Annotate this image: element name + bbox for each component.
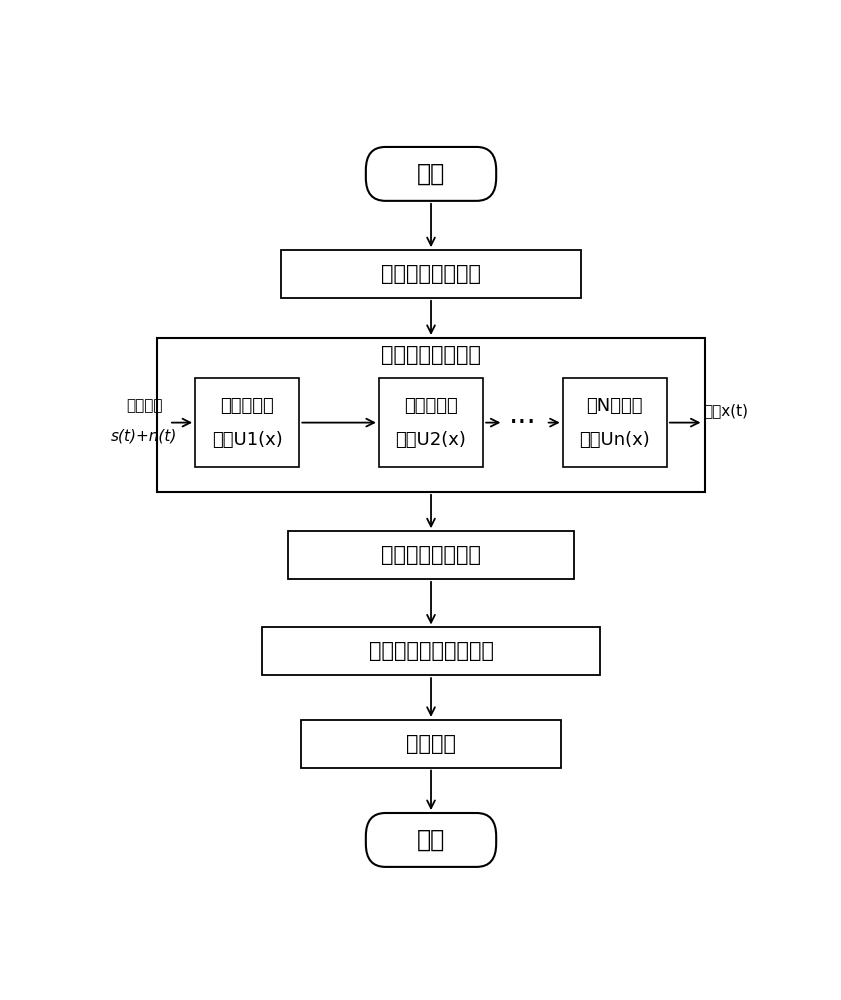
FancyBboxPatch shape bbox=[262, 627, 600, 675]
Text: 分析故障频率成分: 分析故障频率成分 bbox=[381, 545, 481, 565]
Text: 含噪信号: 含噪信号 bbox=[126, 398, 162, 413]
Text: 第N级双稳: 第N级双稳 bbox=[586, 397, 643, 415]
Text: 第一级双稳: 第一级双稳 bbox=[220, 397, 274, 415]
FancyBboxPatch shape bbox=[281, 250, 581, 298]
Text: 系统U1(x): 系统U1(x) bbox=[212, 431, 283, 449]
FancyBboxPatch shape bbox=[563, 378, 667, 467]
Text: 第二级双稳: 第二级双稳 bbox=[405, 397, 458, 415]
Text: 诊断结论: 诊断结论 bbox=[406, 734, 456, 754]
Text: 输出x(t): 输出x(t) bbox=[703, 404, 748, 419]
FancyBboxPatch shape bbox=[301, 720, 561, 768]
Text: 系统U2(x): 系统U2(x) bbox=[395, 431, 467, 449]
FancyBboxPatch shape bbox=[366, 147, 496, 201]
Text: 计算故障特征频率: 计算故障特征频率 bbox=[381, 264, 481, 284]
Text: 与历史正常数据相比较: 与历史正常数据相比较 bbox=[368, 641, 494, 661]
Text: 开始: 开始 bbox=[417, 162, 445, 186]
FancyBboxPatch shape bbox=[195, 378, 299, 467]
Text: 结束: 结束 bbox=[417, 828, 445, 852]
Text: 增强随机共振系统: 增强随机共振系统 bbox=[381, 345, 481, 365]
FancyBboxPatch shape bbox=[366, 813, 496, 867]
FancyBboxPatch shape bbox=[288, 531, 574, 579]
FancyBboxPatch shape bbox=[378, 378, 483, 467]
Text: s(t)+n(t): s(t)+n(t) bbox=[111, 429, 177, 444]
FancyBboxPatch shape bbox=[157, 338, 705, 492]
Text: 系统Un(x): 系统Un(x) bbox=[579, 431, 650, 449]
Text: ···: ··· bbox=[509, 409, 537, 437]
